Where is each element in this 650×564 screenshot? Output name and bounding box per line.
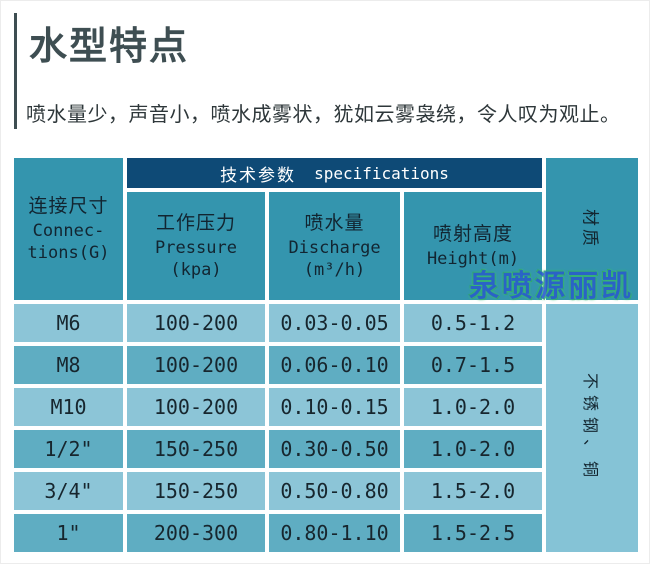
table-cell-discharge: 0.50-0.80 (269, 472, 400, 510)
material-value-label: 不锈钢、铜 (581, 372, 598, 484)
table-cell-connection: 3/4" (14, 472, 123, 510)
column-header-height-en1: Height(m) (426, 248, 520, 269)
table-cell-pressure: 200-300 (127, 514, 265, 552)
table-cell-height: 1.0-2.0 (404, 388, 542, 426)
column-header-pressure-en1: Pressure (155, 237, 237, 258)
table-cell-height: 1.5-2.0 (404, 472, 542, 510)
table-cell-discharge: 0.03-0.05 (269, 304, 400, 342)
column-header-material: 材质 (546, 158, 638, 300)
column-header-material-label: 材质 (580, 209, 600, 249)
product-description: 喷水量少，声音小，喷水成雾状，犹如云雾袅绕，令人叹为观止。 (26, 104, 621, 126)
table-cell-discharge: 0.10-0.15 (269, 388, 400, 426)
table-cell-discharge: 0.30-0.50 (269, 430, 400, 468)
page-title: 水型特点 (29, 26, 190, 68)
column-header-connection-zh: 连接尺寸 (28, 196, 109, 218)
column-header-discharge-en1: Discharge (288, 237, 381, 258)
table-cell-pressure: 150-250 (127, 472, 265, 510)
column-header-discharge-en2: (m³/h) (303, 259, 366, 280)
spec-band-header: 技术参数 specifications (127, 158, 542, 188)
table-cell-pressure: 100-200 (127, 388, 265, 426)
column-header-pressure: 工作压力 Pressure (kpa) (127, 192, 265, 300)
column-header-height-zh: 喷射高度 (432, 224, 513, 246)
column-header-pressure-zh: 工作压力 (155, 213, 236, 235)
table-cell-connection: 1" (14, 514, 123, 552)
table-cell-pressure: 150-250 (127, 430, 265, 468)
column-header-discharge-zh: 喷水量 (304, 213, 365, 235)
column-header-height: 喷射高度 Height(m) (404, 192, 542, 300)
table-cell-height: 1.0-2.0 (404, 430, 542, 468)
table-cell-connection: M6 (14, 304, 123, 342)
table-cell-pressure: 100-200 (127, 346, 265, 384)
table-cell-discharge: 0.80-1.10 (269, 514, 400, 552)
column-header-connection-en2: tions(G) (27, 242, 110, 263)
column-header-connection-en1: Connec- (32, 220, 105, 241)
table-cell-connection: M8 (14, 346, 123, 384)
brand-watermark: 泉喷源丽凯 (469, 270, 634, 303)
table-cell-discharge: 0.06-0.10 (269, 346, 400, 384)
spec-band-en: specifications (314, 163, 449, 183)
table-cell-connection: 1/2" (14, 430, 123, 468)
column-header-pressure-en2: (kpa) (170, 259, 222, 280)
column-header-discharge: 喷水量 Discharge (m³/h) (269, 192, 400, 300)
spec-table: 连接尺寸 Connec- tions(G) 技术参数 specification… (14, 158, 638, 552)
table-cell-connection: M10 (14, 388, 123, 426)
table-cell-pressure: 100-200 (127, 304, 265, 342)
column-header-connection: 连接尺寸 Connec- tions(G) (14, 158, 123, 300)
title-accent-bar (14, 13, 17, 129)
material-value-cell: 不锈钢、铜 (546, 304, 638, 552)
spec-band-zh: 技术参数 (220, 165, 297, 185)
table-cell-height: 0.5-1.2 (404, 304, 542, 342)
table-cell-height: 1.5-2.5 (404, 514, 542, 552)
table-cell-height: 0.7-1.5 (404, 346, 542, 384)
